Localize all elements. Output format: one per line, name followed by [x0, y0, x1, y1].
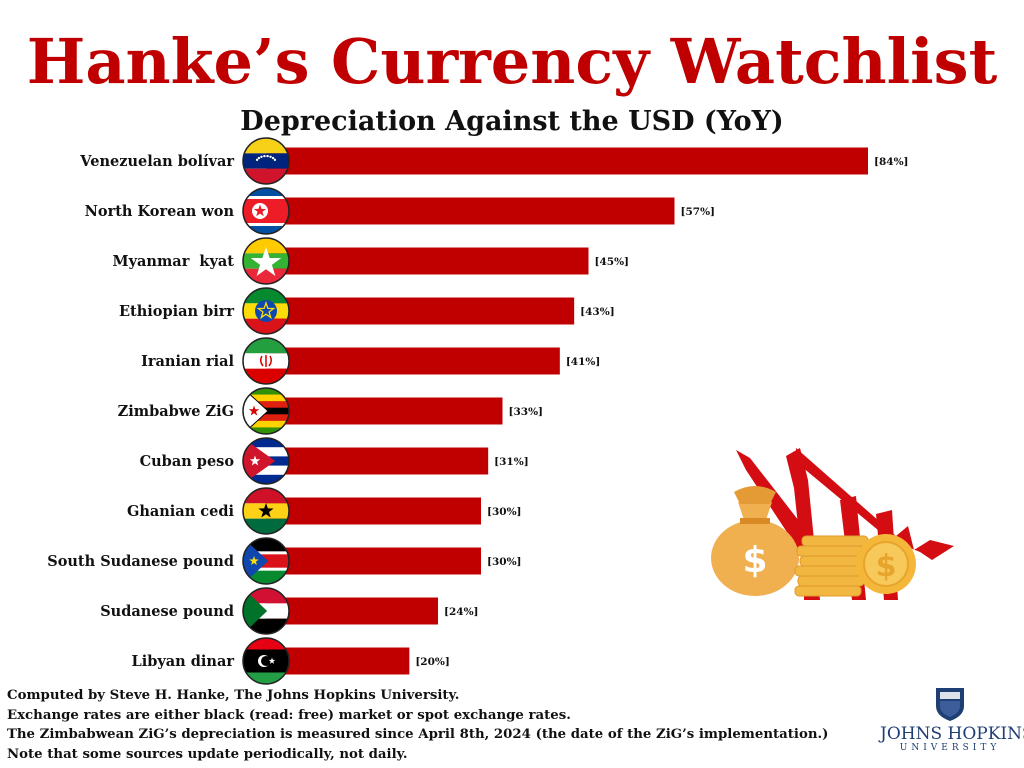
category-label: North Korean won: [85, 203, 235, 220]
value-label: [41%]: [566, 356, 601, 368]
libya-flag-icon: [242, 637, 290, 685]
bar: [266, 647, 410, 675]
bar: [266, 597, 438, 625]
bar: [266, 247, 589, 275]
category-label: Ethiopian birr: [119, 303, 234, 320]
category-label: Iranian rial: [141, 353, 234, 370]
value-label: [30%]: [487, 556, 522, 568]
bar: [266, 197, 675, 225]
value-label: [31%]: [494, 456, 529, 468]
bar: [266, 147, 868, 175]
money-bag-coins-falling-arrow-icon: $ $: [700, 440, 970, 610]
shield-icon: [936, 688, 964, 721]
category-label: Sudanese pound: [100, 603, 234, 620]
chart-footnotes: Computed by Steve H. Hanke, The Johns Ho…: [7, 686, 829, 764]
bar: [266, 497, 481, 525]
logo-subtitle: UNIVERSITY: [899, 743, 1001, 753]
zimbabwe-flag-icon: [242, 387, 290, 435]
ghana-flag-icon: [242, 487, 290, 535]
bar: [266, 397, 503, 425]
bar: [266, 447, 489, 475]
ethiopia-flag-icon: [242, 287, 290, 335]
value-label: [20%]: [415, 656, 450, 668]
sudan-flag-icon: [242, 587, 290, 635]
johns-hopkins-logo: JOHNS HOPKINS UNIVERSITY: [880, 686, 1024, 756]
bar: [266, 547, 481, 575]
logo-name: JOHNS HOPKINS: [880, 724, 1024, 744]
category-label: Venezuelan bolívar: [79, 153, 234, 170]
category-label: Ghanian cedi: [127, 503, 235, 520]
footnote-line: Note that some sources update periodical…: [7, 746, 408, 762]
cuba-flag-icon: [242, 437, 290, 485]
category-label: South Sudanese pound: [47, 553, 234, 570]
bar-chart: Venezuelan bolívar [84%] North Korean won […: [47, 137, 909, 685]
value-label: [30%]: [487, 506, 522, 518]
svg-text:$: $: [742, 540, 767, 581]
category-label: Zimbabwe ZiG: [118, 403, 234, 420]
chart-title: Hanke’s Currency Watchlist: [26, 25, 998, 98]
venezuela-flag-icon: [242, 137, 290, 185]
value-label: [43%]: [580, 306, 615, 318]
footnote-line: Exchange rates are either black (read: f…: [7, 707, 571, 723]
value-label: [57%]: [681, 206, 716, 218]
category-label: Cuban peso: [140, 453, 235, 470]
value-label: [84%]: [874, 156, 909, 168]
iran-flag-icon: [242, 337, 290, 385]
north-korea-flag-icon: [242, 187, 290, 235]
myanmar-flag-icon: [242, 237, 290, 285]
category-label: Myanmar kyat: [113, 253, 235, 270]
category-label: Libyan dinar: [132, 653, 235, 670]
chart-subtitle: Depreciation Against the USD (YoY): [240, 106, 784, 137]
footnote-line: Computed by Steve H. Hanke, The Johns Ho…: [7, 688, 460, 703]
svg-text:$: $: [876, 549, 897, 584]
value-label: [45%]: [595, 256, 630, 268]
bar: [266, 347, 560, 375]
bar: [266, 297, 575, 325]
value-label: [33%]: [509, 406, 544, 418]
south-sudan-flag-icon: [242, 537, 290, 585]
value-label: [24%]: [444, 606, 479, 618]
footnote-line: The Zimbabwean ZiG’s depreciation is mea…: [7, 727, 829, 742]
